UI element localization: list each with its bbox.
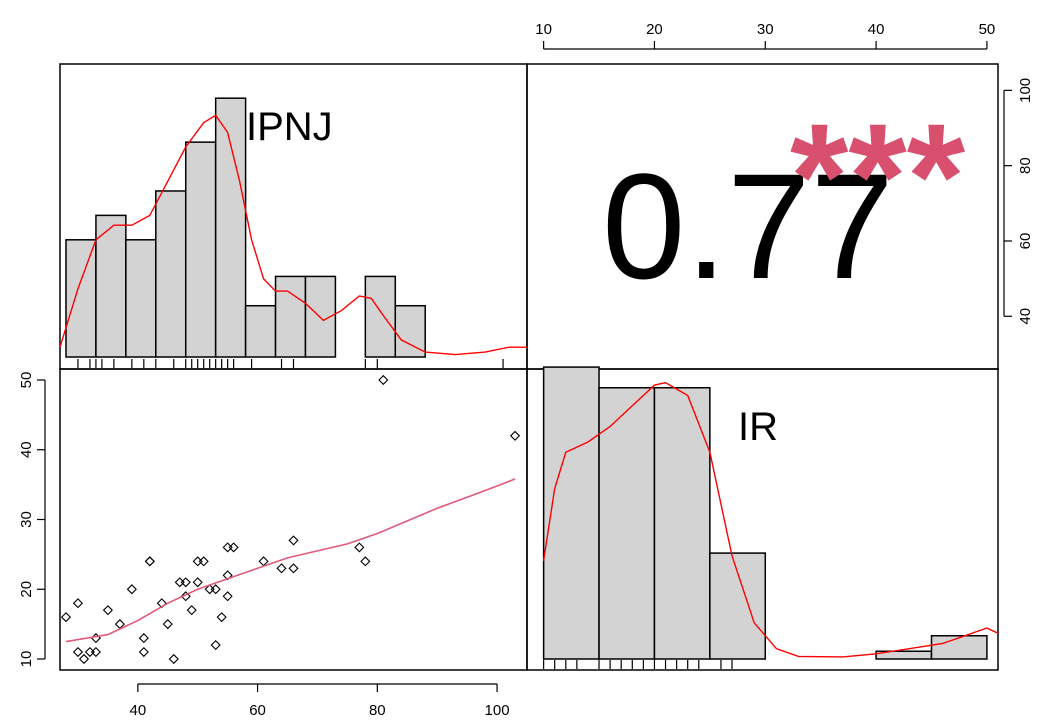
ir-density-curve: [542, 381, 999, 658]
ipnj-histogram-bar: [274, 275, 307, 358]
scatter-point: [198, 556, 209, 567]
y-axis-tick-label: 30: [18, 511, 35, 528]
scatter-point: [144, 556, 155, 567]
x-axis-top-tick-label: 10: [535, 21, 552, 38]
x-axis-tick-label: 80: [369, 702, 386, 719]
y-axis-tick-label: 20: [18, 581, 35, 598]
scatter-point: [360, 556, 371, 567]
scatter-point: [90, 646, 102, 658]
scatter-point: [186, 605, 197, 616]
ipnj-histogram-bar: [155, 190, 187, 358]
scatter-point: [180, 577, 191, 588]
x-axis-top-tick-label: 40: [868, 21, 885, 38]
x-axis-ipnj: 40 60 80 100: [129, 683, 510, 719]
scatter-point: [509, 430, 521, 441]
scatter-point: [210, 639, 221, 651]
x-axis-ir-top: 10 20 30 40 50: [535, 21, 996, 50]
scatter-point: [168, 653, 179, 665]
y-axis-tick-label: 50: [18, 372, 35, 389]
scatter-point: [222, 591, 233, 602]
ipnj-histogram-bars: [65, 97, 426, 358]
ir-histogram-bar: [542, 366, 600, 660]
ipnj-histogram-bar: [214, 97, 247, 358]
ir-histogram-bars: [542, 366, 988, 660]
x-axis-top-tick-label: 50: [979, 21, 996, 38]
scatter-point: [174, 577, 185, 588]
ipnj-histogram-bar: [65, 239, 97, 358]
y-axis-ir: 10 20 30 40 50: [18, 372, 46, 668]
scatter-point: [72, 646, 84, 658]
scatter-point: [216, 612, 227, 623]
scatter-points: [60, 374, 521, 665]
y-axis-ipnj-right: 40 60 80 100: [1003, 78, 1034, 325]
x-axis-tick-label: 40: [129, 702, 146, 719]
scatter-point: [162, 619, 173, 630]
x-axis-tick-label: 100: [485, 702, 510, 719]
ipnj-rug: [77, 359, 504, 368]
ipnj-histogram-bar: [244, 304, 277, 358]
x-axis-top-tick-label: 20: [646, 21, 663, 38]
scatter-point: [276, 563, 287, 574]
scatter-point: [84, 646, 96, 658]
ir-histogram-bar: [930, 635, 988, 660]
scatter-point: [72, 598, 84, 609]
scatter-point: [144, 556, 155, 567]
variable-label-ipnj: IPNJ: [246, 105, 333, 149]
y-axis-right-tick-label: 40: [1017, 308, 1034, 325]
scatter-point: [126, 584, 137, 595]
scatter-point: [228, 542, 239, 553]
scatter-point: [192, 577, 203, 588]
ipnj-histogram-bar: [125, 239, 157, 358]
y-axis-right-tick-label: 80: [1017, 157, 1034, 174]
ir-histogram-bar: [709, 552, 767, 660]
scatter-point: [102, 605, 113, 616]
panel-ir-histogram: [526, 368, 999, 671]
variable-label-ir: IR: [738, 405, 778, 449]
correlation-value: 0.77: [602, 142, 894, 310]
scatter-point: [180, 591, 191, 602]
y-axis-right-tick-label: 60: [1017, 233, 1034, 250]
ir-histogram-bar: [653, 387, 711, 660]
y-axis-tick-label: 40: [18, 441, 35, 458]
ir-histogram-bar: [598, 387, 656, 660]
scatter-point: [138, 632, 149, 644]
x-axis-tick-label: 60: [249, 702, 266, 719]
scatter-point: [378, 374, 389, 386]
y-axis-tick-label: 10: [18, 651, 35, 668]
significance-stars: ***: [790, 92, 966, 260]
scatter-point: [288, 563, 299, 574]
scatter-point: [288, 535, 299, 546]
y-axis-right-tick-label: 100: [1017, 78, 1034, 103]
scatter-point: [354, 542, 365, 553]
ir-rug: [543, 660, 733, 669]
scatter-point: [222, 542, 233, 553]
scatter-point: [60, 612, 72, 623]
scatter-smooth-line: [65, 478, 516, 643]
scatter-point: [138, 646, 149, 658]
ipnj-histogram-bar: [184, 141, 217, 358]
ipnj-histogram-bar: [364, 275, 397, 358]
scatter-point: [192, 556, 203, 567]
ipnj-density-curve: [59, 114, 527, 356]
scatter-point: [90, 632, 102, 644]
ipnj-histogram-bar: [394, 304, 426, 358]
ipnj-histogram-bar: [95, 214, 127, 358]
scatter-point: [210, 584, 221, 595]
scatter-point: [78, 653, 90, 665]
x-axis-top-tick-label: 30: [757, 21, 774, 38]
